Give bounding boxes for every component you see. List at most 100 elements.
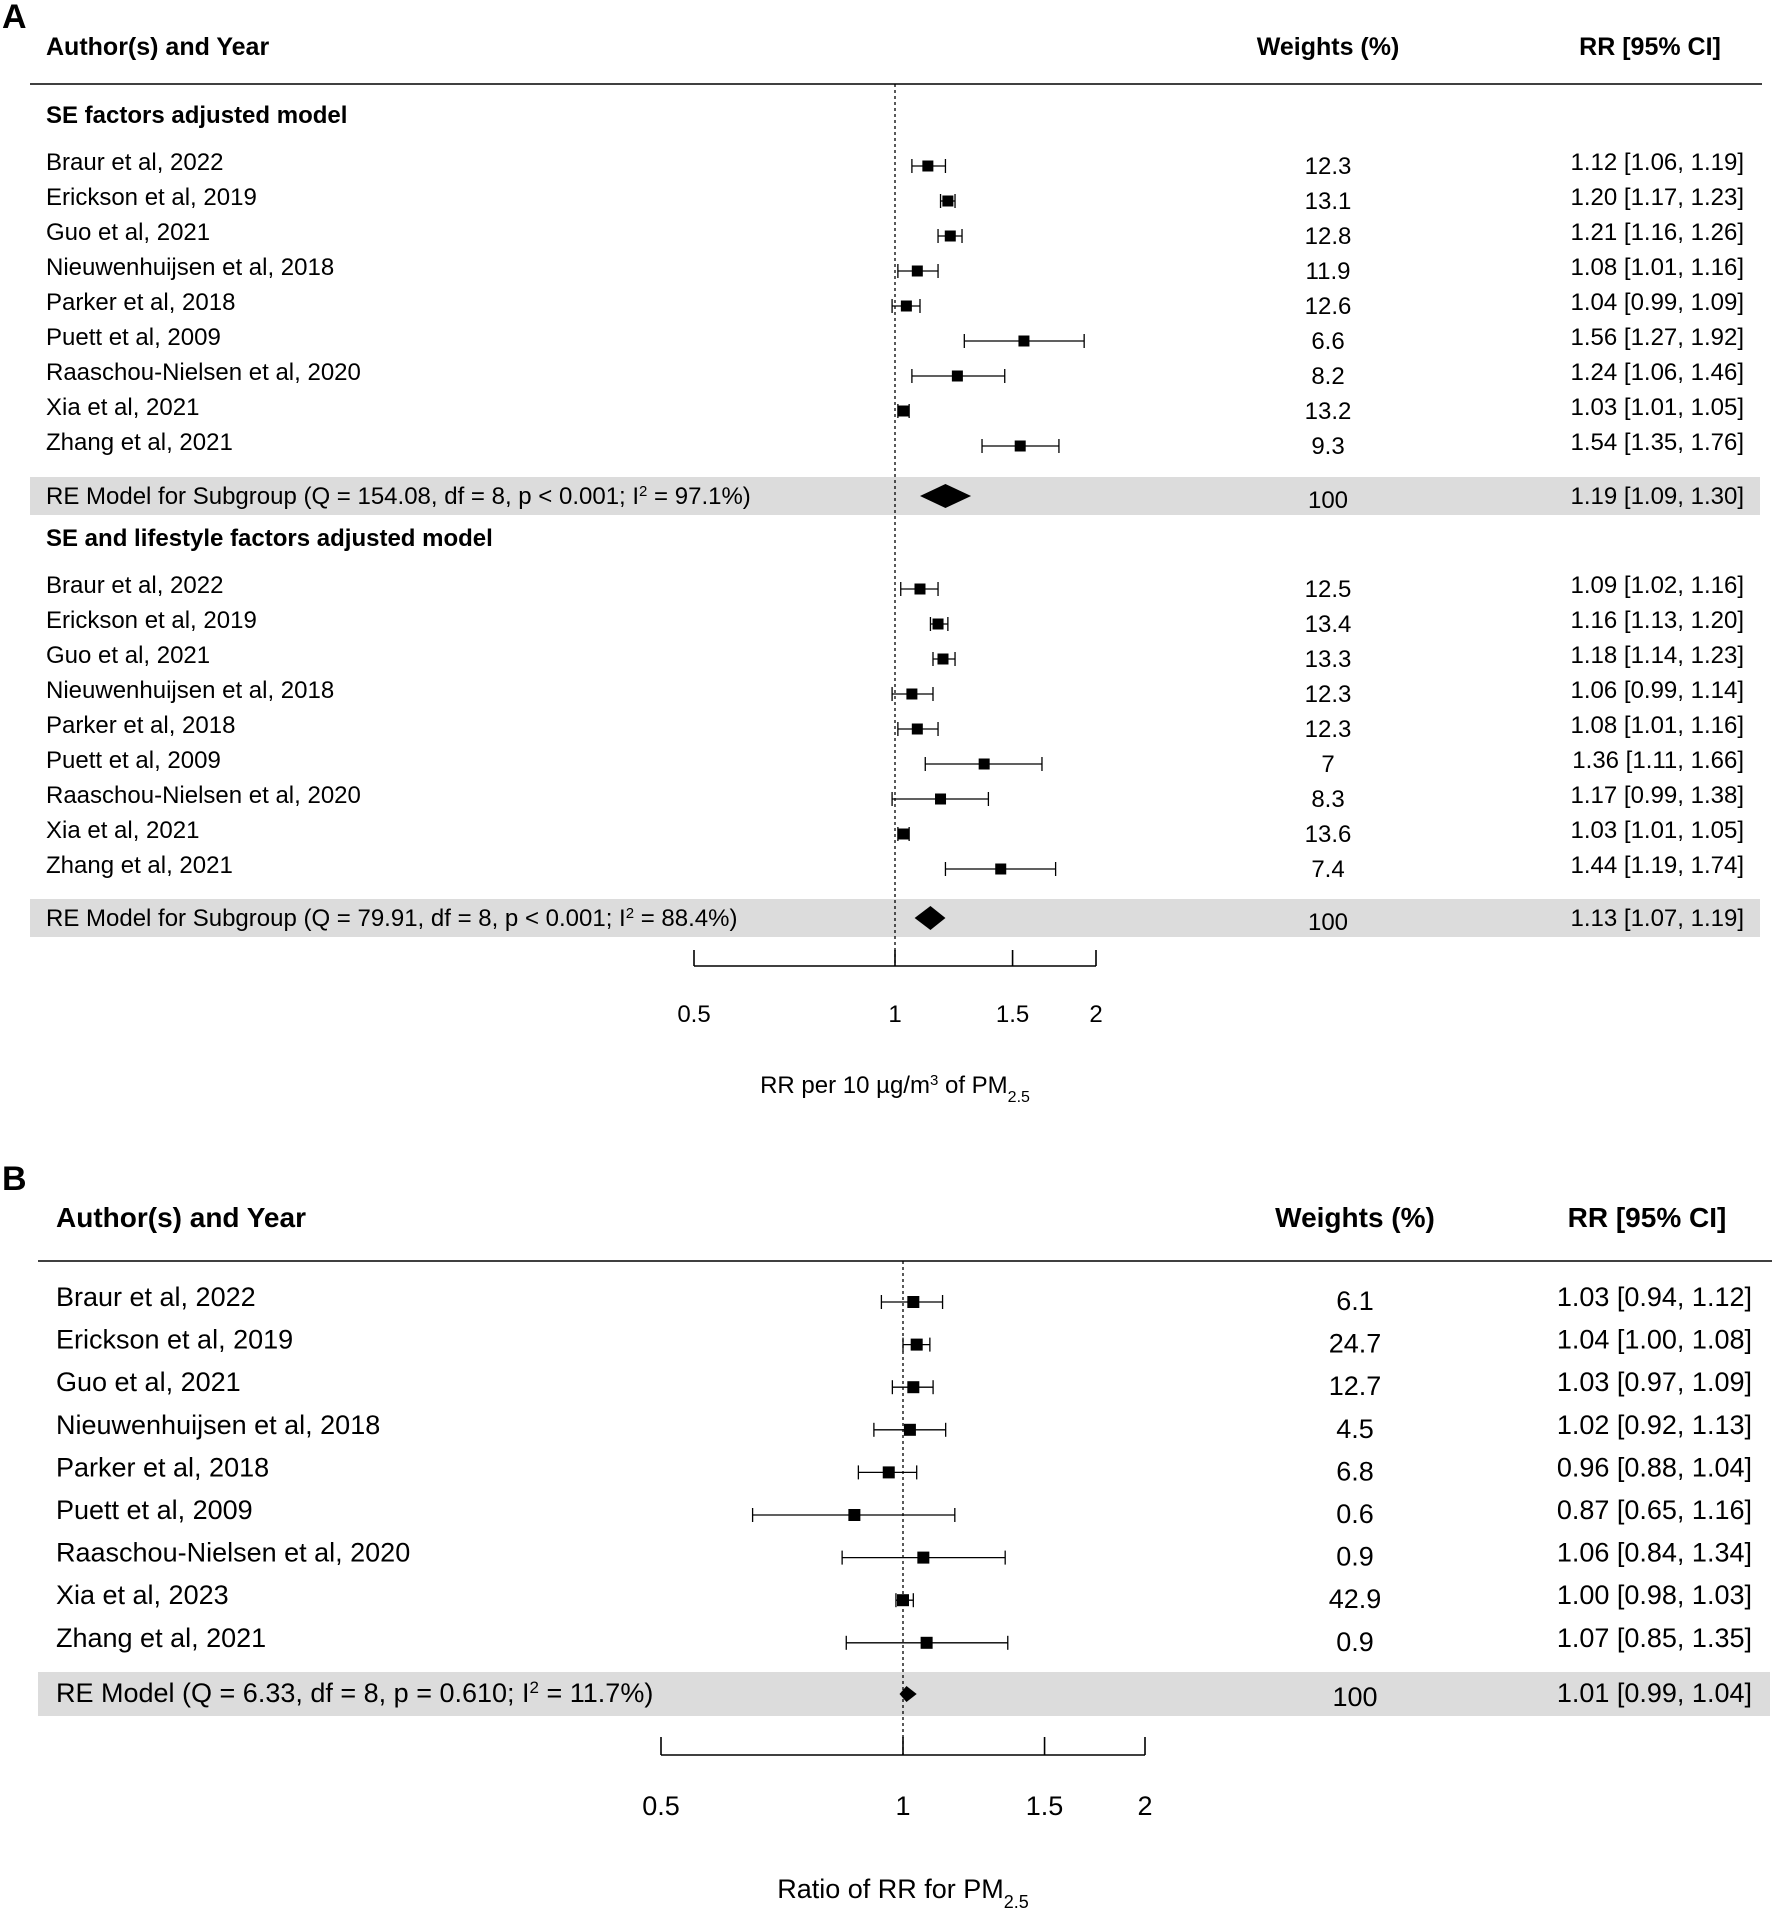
study-name: Braur et al, 2022 bbox=[46, 572, 223, 599]
study-weight: 13.2 bbox=[1305, 398, 1352, 425]
study-rr-ci: 1.06 [0.84, 1.34] bbox=[1557, 1538, 1752, 1568]
study-row: Erickson et al, 2019 13.4 1.16 [1.13, 1.20… bbox=[46, 607, 1744, 638]
study-row: Xia et al, 2021 13.6 1.03 [1.01, 1.05] bbox=[46, 817, 1744, 848]
study-rr-ci: 1.20 [1.17, 1.23] bbox=[1571, 184, 1744, 211]
study-rr-ci: 1.16 [1.13, 1.20] bbox=[1571, 607, 1744, 634]
study-weight: 7 bbox=[1321, 751, 1334, 778]
point-estimate bbox=[1014, 440, 1026, 452]
study-name: Xia et al, 2021 bbox=[46, 817, 199, 844]
study-rr-ci: 1.03 [0.97, 1.09] bbox=[1557, 1367, 1752, 1397]
summary-diamond bbox=[914, 906, 946, 930]
summary-rr-ci: 1.01 [0.99, 1.04] bbox=[1557, 1678, 1752, 1708]
study-name: Raaschou-Nielsen et al, 2020 bbox=[56, 1538, 410, 1568]
study-row: Braur et al, 2022 12.5 1.09 [1.02, 1.16] bbox=[46, 572, 1744, 603]
point-estimate bbox=[917, 1551, 930, 1564]
study-rr-ci: 1.02 [0.92, 1.13] bbox=[1557, 1410, 1752, 1440]
study-rr-ci: 1.54 [1.35, 1.76] bbox=[1571, 429, 1744, 456]
column-header-rr: RR [95% CI] bbox=[1568, 1202, 1727, 1233]
point-estimate bbox=[900, 300, 912, 312]
study-row: Raaschou-Nielsen et al, 2020 8.2 1.24 [1.0… bbox=[46, 359, 1744, 390]
summary-diamond bbox=[919, 484, 972, 508]
panel-letter: A bbox=[2, 0, 27, 36]
study-row: Raaschou-Nielsen et al, 2020 8.3 1.17 [0.9… bbox=[46, 782, 1744, 813]
study-name: Erickson et al, 2019 bbox=[46, 607, 257, 634]
study-name: Erickson et al, 2019 bbox=[56, 1325, 293, 1355]
x-tick-label: 1.5 bbox=[1026, 1791, 1064, 1821]
study-weight: 6.1 bbox=[1336, 1286, 1374, 1316]
summary-label: RE Model for Subgroup (Q = 79.91, df = 8… bbox=[46, 905, 737, 933]
summary-diamond bbox=[899, 1686, 917, 1702]
study-name: Parker et al, 2018 bbox=[56, 1452, 269, 1482]
study-row: Nieuwenhuijsen et al, 2018 12.3 1.06 [0.99… bbox=[46, 677, 1744, 708]
study-name: Raaschou-Nielsen et al, 2020 bbox=[46, 782, 361, 809]
study-rr-ci: 1.03 [0.94, 1.12] bbox=[1557, 1282, 1752, 1312]
point-estimate bbox=[910, 1338, 923, 1351]
x-axis-label: RR per 10 µg/m3 of PM2.5 bbox=[760, 1072, 1030, 1106]
study-rr-ci: 0.96 [0.88, 1.04] bbox=[1557, 1452, 1752, 1482]
point-estimate bbox=[911, 723, 923, 735]
study-name: Xia et al, 2023 bbox=[56, 1580, 229, 1610]
point-estimate bbox=[995, 863, 1007, 875]
x-tick-label: 2 bbox=[1089, 1001, 1102, 1028]
study-row: Xia et al, 2021 13.2 1.03 [1.01, 1.05] bbox=[46, 394, 1744, 425]
study-rr-ci: 1.18 [1.14, 1.23] bbox=[1571, 642, 1744, 669]
study-weight: 0.9 bbox=[1336, 1542, 1374, 1572]
study-rr-ci: 1.03 [1.01, 1.05] bbox=[1571, 394, 1744, 421]
study-weight: 12.6 bbox=[1305, 293, 1352, 320]
study-rr-ci: 1.03 [1.01, 1.05] bbox=[1571, 817, 1744, 844]
study-weight: 0.9 bbox=[1336, 1627, 1374, 1657]
study-weight: 12.3 bbox=[1305, 153, 1352, 180]
study-row: Xia et al, 2023 42.9 1.00 [0.98, 1.03] bbox=[56, 1580, 1752, 1614]
point-estimate bbox=[914, 583, 926, 595]
point-estimate bbox=[1018, 335, 1030, 347]
x-tick-label: 1.5 bbox=[996, 1001, 1029, 1028]
study-rr-ci: 1.21 [1.16, 1.26] bbox=[1571, 219, 1744, 246]
point-estimate bbox=[920, 1636, 933, 1649]
study-row: Nieuwenhuijsen et al, 2018 4.5 1.02 [0.92,… bbox=[56, 1410, 1752, 1444]
summary-rr-ci: 1.19 [1.09, 1.30] bbox=[1571, 483, 1744, 510]
study-name: Nieuwenhuijsen et al, 2018 bbox=[46, 677, 334, 704]
study-rr-ci: 1.06 [0.99, 1.14] bbox=[1571, 677, 1744, 704]
x-axis: 0.5 1 1.5 2 bbox=[642, 1737, 1153, 1821]
summary-row: RE Model for Subgroup (Q = 154.08, df = … bbox=[46, 483, 1744, 515]
study-name: Erickson et al, 2019 bbox=[46, 184, 257, 211]
study-rr-ci: 1.09 [1.02, 1.16] bbox=[1571, 572, 1744, 599]
point-estimate bbox=[848, 1509, 861, 1521]
study-weight: 12.7 bbox=[1329, 1371, 1382, 1401]
point-estimate bbox=[898, 828, 910, 840]
study-row: Erickson et al, 2019 24.7 1.04 [1.00, 1.08… bbox=[56, 1325, 1752, 1359]
study-row: Nieuwenhuijsen et al, 2018 11.9 1.08 [1.01… bbox=[46, 254, 1744, 285]
study-rr-ci: 1.08 [1.01, 1.16] bbox=[1571, 712, 1744, 739]
summary-weight: 100 bbox=[1308, 909, 1348, 936]
study-weight: 12.8 bbox=[1305, 223, 1352, 250]
study-name: Braur et al, 2022 bbox=[56, 1282, 256, 1312]
point-estimate bbox=[944, 230, 956, 242]
point-estimate bbox=[882, 1466, 895, 1479]
study-weight: 8.3 bbox=[1311, 786, 1344, 813]
summary-weight: 100 bbox=[1332, 1682, 1377, 1712]
point-estimate bbox=[898, 405, 910, 417]
study-row: Zhang et al, 2021 7.4 1.44 [1.19, 1.74] bbox=[46, 852, 1744, 883]
point-estimate bbox=[907, 1296, 920, 1308]
study-row: Parker et al, 2018 12.3 1.08 [1.01, 1.16] bbox=[46, 712, 1744, 743]
panel-letter: B bbox=[2, 1160, 27, 1198]
point-estimate bbox=[907, 1381, 920, 1394]
study-weight: 11.9 bbox=[1306, 258, 1351, 285]
study-name: Parker et al, 2018 bbox=[46, 712, 235, 739]
summary-row: RE Model (Q = 6.33, df = 8, p = 0.610; I… bbox=[56, 1678, 1752, 1713]
point-estimate bbox=[922, 160, 934, 172]
forest-panel-b: B Author(s) and Year Weights (%) RR [95% CI… bbox=[2, 1160, 1772, 1908]
summary-label: RE Model (Q = 6.33, df = 8, p = 0.610; I… bbox=[56, 1678, 653, 1709]
x-axis-label: Ratio of RR for PM2.5 bbox=[777, 1874, 1029, 1908]
study-row: Zhang et al, 2021 9.3 1.54 [1.35, 1.76] bbox=[46, 429, 1744, 460]
study-name: Raaschou-Nielsen et al, 2020 bbox=[46, 359, 361, 386]
study-name: Puett et al, 2009 bbox=[46, 747, 221, 774]
point-estimate bbox=[937, 653, 949, 665]
column-header-rr: RR [95% CI] bbox=[1579, 33, 1721, 61]
column-header-weights: Weights (%) bbox=[1275, 1202, 1435, 1233]
study-rr-ci: 1.00 [0.98, 1.03] bbox=[1557, 1580, 1752, 1610]
study-name: Zhang et al, 2021 bbox=[46, 429, 233, 456]
study-weight: 13.6 bbox=[1305, 821, 1352, 848]
study-name: Guo et al, 2021 bbox=[46, 642, 210, 669]
study-weight: 0.6 bbox=[1336, 1499, 1374, 1529]
